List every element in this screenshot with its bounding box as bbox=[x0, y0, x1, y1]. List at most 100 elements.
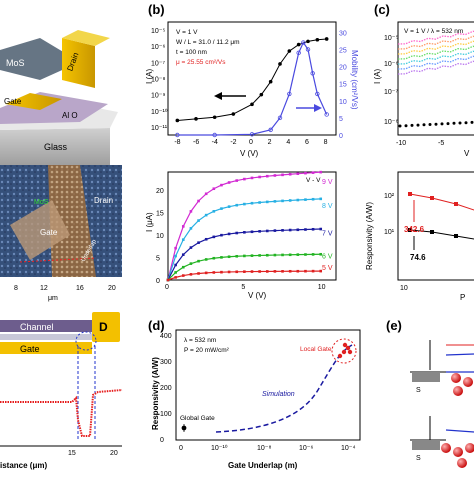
height-profile-line bbox=[0, 389, 123, 437]
b-top-xtick: -2 bbox=[230, 139, 236, 146]
output-point bbox=[189, 273, 193, 276]
band-diagram-bottom: S bbox=[410, 416, 474, 468]
output-point bbox=[181, 225, 185, 228]
output-point bbox=[304, 198, 307, 201]
b-top-xtick: 2 bbox=[268, 139, 272, 146]
electron-5 bbox=[453, 447, 463, 457]
ids-point bbox=[194, 117, 198, 121]
c-top-curve bbox=[397, 55, 474, 70]
b-top-xtick: 0 bbox=[249, 139, 253, 146]
d-ytick: 400 bbox=[160, 333, 172, 340]
output-point bbox=[273, 200, 277, 203]
output-point bbox=[258, 230, 261, 233]
panel-b-label: (b) bbox=[148, 2, 165, 17]
ids-point bbox=[278, 62, 282, 66]
ids-point bbox=[250, 102, 254, 107]
c-top-dark-point bbox=[434, 122, 438, 126]
mobility-point bbox=[212, 132, 217, 138]
afm-gate-label: Gate bbox=[40, 228, 58, 237]
d-frame bbox=[175, 329, 361, 441]
local-gate-point bbox=[347, 349, 353, 355]
d-xtick: 10⁻⁴ bbox=[341, 445, 356, 452]
b-bottom-xlabel: V (V) bbox=[248, 291, 267, 300]
output-point bbox=[235, 179, 239, 182]
panel-c-label: (c) bbox=[374, 2, 390, 17]
c-bottom-plot bbox=[408, 192, 474, 250]
c-black-line bbox=[409, 229, 474, 240]
output-point bbox=[189, 262, 193, 265]
panel-d: (d) λ = 532 nm P = 20 mW/cm² 0 10⁻¹⁰ 10⁻⁸ 1… bbox=[148, 318, 361, 470]
output-point bbox=[243, 254, 246, 258]
output-point bbox=[227, 232, 231, 236]
ids-point bbox=[175, 118, 180, 123]
c-black-point bbox=[454, 234, 458, 238]
d-ytick: 200 bbox=[160, 385, 172, 392]
output-point bbox=[281, 253, 284, 257]
gate-bar bbox=[0, 342, 92, 354]
c-top-plot bbox=[397, 30, 474, 128]
output-point bbox=[296, 269, 300, 273]
output-point bbox=[273, 253, 277, 257]
b-anno-mobility: μ = 25.55 cm²/Vs bbox=[176, 59, 226, 66]
c-top-ytick-4: 10⁻⁸ bbox=[384, 119, 398, 126]
c-black-value: 74.6 bbox=[410, 253, 426, 262]
c-top-dark-point bbox=[404, 124, 408, 128]
ids-point bbox=[268, 79, 273, 84]
local-gate-point bbox=[337, 353, 343, 359]
output-point bbox=[281, 199, 284, 203]
output-point bbox=[273, 229, 277, 232]
panel-a-device-schematic: MoS Drain Gate Al O Glass bbox=[0, 30, 118, 180]
output-point bbox=[311, 197, 315, 201]
local-gate-circle bbox=[331, 338, 357, 364]
output-point bbox=[250, 176, 254, 180]
output-point bbox=[311, 269, 315, 273]
output-point bbox=[311, 227, 315, 231]
profile-tick-20: 20 bbox=[110, 450, 118, 457]
gate-electrode bbox=[5, 93, 62, 110]
output-point bbox=[265, 229, 269, 233]
output-point bbox=[235, 231, 239, 235]
d-plot: 0 10⁻¹⁰ 10⁻⁸ 10⁻⁶ 10⁻⁴ 400 300 200 100 0 bbox=[160, 333, 357, 452]
output-point bbox=[311, 171, 315, 174]
b-top-xtick: 8 bbox=[324, 139, 328, 146]
output-point bbox=[243, 177, 246, 181]
glass-label: Glass bbox=[44, 142, 68, 152]
afm-red-dashed-line bbox=[19, 257, 97, 263]
b-anno-vds: V = 1 V bbox=[176, 29, 198, 36]
b-bot-ytick: 5 bbox=[156, 256, 160, 263]
output-point bbox=[197, 241, 200, 244]
b-bot-ytick: 15 bbox=[156, 211, 164, 218]
electron-3 bbox=[453, 386, 463, 396]
output-point bbox=[296, 228, 300, 232]
b-top-xtick: -6 bbox=[193, 139, 199, 146]
output-point bbox=[197, 259, 200, 263]
local-gate-point bbox=[341, 349, 347, 355]
afm-tick-4: 20 bbox=[108, 285, 116, 292]
b-bottom-ylabel: I (μA) bbox=[145, 212, 154, 232]
output-point bbox=[212, 235, 216, 239]
mos2-label: MoS bbox=[6, 58, 25, 68]
output-point bbox=[227, 181, 231, 184]
output-point bbox=[265, 174, 269, 178]
output-point bbox=[189, 227, 193, 230]
output-point bbox=[319, 269, 323, 273]
output-point bbox=[265, 253, 269, 257]
panel-d-label: (d) bbox=[148, 318, 165, 333]
c-bottom-ylabel: Responsivity (A/W) bbox=[365, 202, 374, 270]
b-right-arrowhead bbox=[314, 104, 322, 112]
ids-point bbox=[231, 112, 236, 116]
output-point bbox=[227, 205, 231, 208]
output-point bbox=[189, 210, 193, 213]
panel-b-top: (b) V = 1 V W / L = 31.0 / 11.2 μm t = 1… bbox=[145, 2, 359, 158]
output-point bbox=[235, 254, 239, 258]
profile-xlabel: istance (μm) bbox=[0, 461, 47, 470]
b-bot-ytick: 10 bbox=[156, 233, 164, 240]
b-top-ytick-right: 5 bbox=[339, 116, 343, 123]
panel-c-bottom: 10² 10¹ 10 Responsivity (A/W) P 342.6 74… bbox=[365, 171, 474, 302]
local-gate-point bbox=[345, 345, 351, 351]
output-point bbox=[273, 270, 277, 273]
c-top-dark-point bbox=[422, 123, 426, 127]
d-anno-lambda: λ = 532 nm bbox=[184, 337, 216, 344]
afm-x-axis: 8 12 16 20 μm bbox=[14, 285, 116, 302]
electron-4 bbox=[441, 443, 451, 453]
